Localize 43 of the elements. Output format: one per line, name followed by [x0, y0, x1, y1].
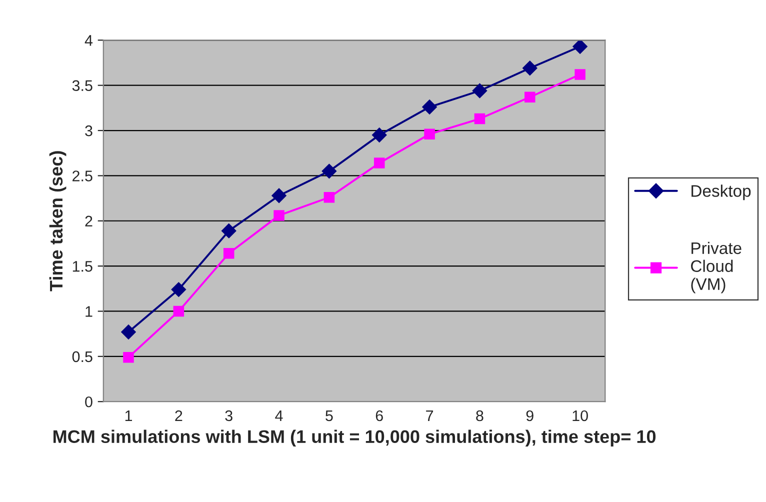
point: [474, 113, 486, 124]
y-tick-label: 3: [85, 125, 92, 136]
x-tick-label: 9: [526, 410, 534, 422]
point: [472, 83, 488, 98]
x-tick-label: 2: [175, 410, 182, 422]
point: [372, 128, 387, 142]
x-tick-label: 8: [476, 410, 484, 422]
point: [374, 158, 385, 168]
point: [422, 100, 437, 114]
point: [274, 210, 284, 221]
point: [574, 69, 586, 80]
point: [223, 248, 234, 259]
point: [171, 282, 186, 297]
x-tick-label: 6: [376, 410, 383, 422]
y-tick-label: 2.5: [72, 170, 92, 182]
point: [121, 324, 136, 340]
y-tick-label: 4: [84, 35, 93, 46]
y-tick-label: 0.5: [72, 351, 92, 362]
y-tick-label: 1: [86, 306, 92, 317]
point: [424, 128, 435, 140]
point: [221, 223, 236, 238]
point: [524, 92, 536, 102]
point: [324, 192, 335, 203]
y-tick-label: 0: [85, 396, 92, 408]
x-tick-label: 1: [125, 410, 132, 422]
legend-label: Private Cloud (VM): [691, 242, 742, 294]
y-tick-label: 1.5: [72, 261, 92, 272]
x-tick-label: 7: [426, 410, 434, 422]
y-axis-title: Time taken (sec): [49, 151, 66, 292]
point: [272, 188, 286, 203]
point: [572, 40, 588, 54]
point: [173, 306, 184, 317]
y-tick-label: 3.5: [72, 80, 92, 92]
x-tick-label: 10: [572, 410, 588, 422]
point: [123, 352, 134, 363]
x-axis-title: MCM simulations with LSM (1 unit = 10,000 simulations), time step= 10: [54, 430, 656, 447]
point: [522, 60, 538, 76]
x-tick-label: 4: [275, 410, 283, 422]
legend-label: Desktop: [692, 184, 751, 200]
point: [322, 164, 337, 179]
y-tick-label: 2: [85, 216, 92, 226]
x-tick-label: 5: [326, 410, 333, 422]
x-tick-label: 3: [225, 410, 232, 422]
